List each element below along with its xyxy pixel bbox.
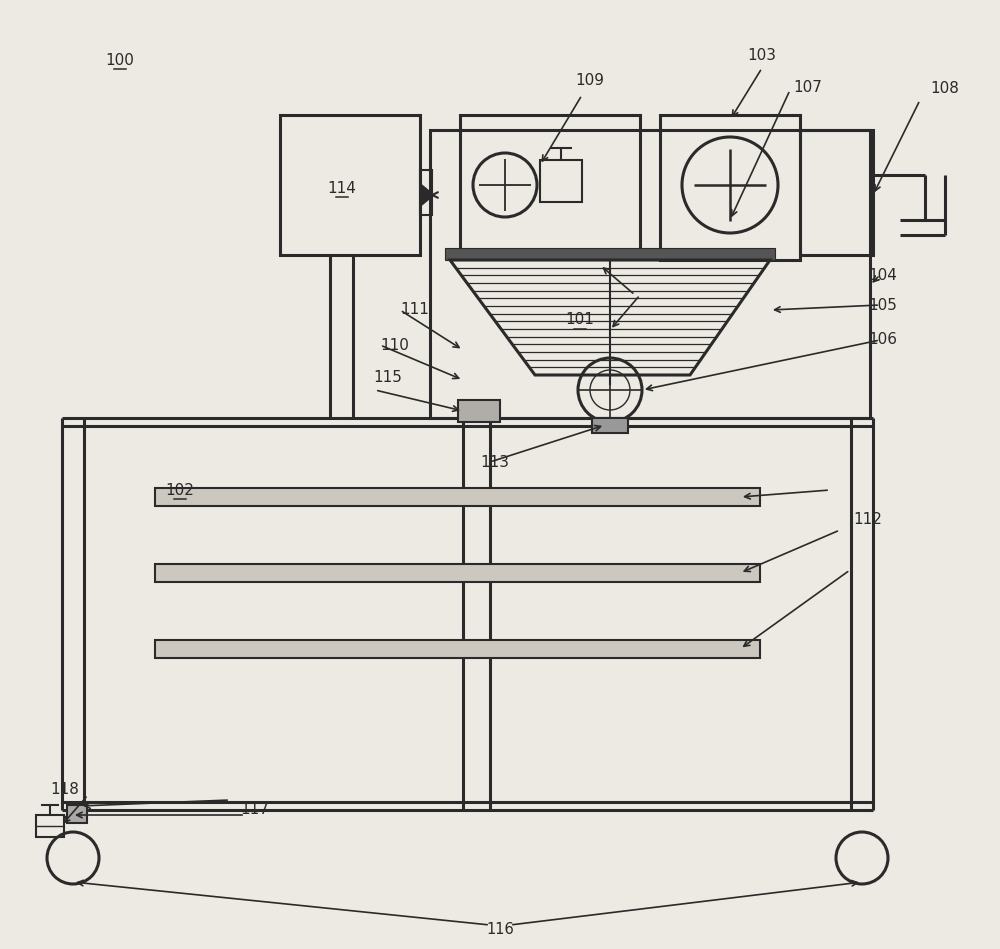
Text: 107: 107 — [794, 80, 822, 95]
Text: 111: 111 — [401, 303, 429, 318]
Text: 115: 115 — [374, 370, 402, 385]
Bar — [458, 400, 500, 422]
Text: 112: 112 — [854, 512, 882, 528]
Text: 103: 103 — [748, 47, 776, 63]
Text: 110: 110 — [381, 338, 409, 352]
Bar — [36, 815, 64, 837]
Bar — [155, 640, 760, 658]
Text: 118: 118 — [51, 783, 79, 797]
Text: 117: 117 — [241, 803, 269, 817]
Text: 100: 100 — [106, 52, 134, 67]
Text: 114: 114 — [328, 180, 356, 195]
Bar — [460, 115, 640, 250]
Text: 102: 102 — [166, 482, 194, 497]
Text: 113: 113 — [480, 455, 510, 470]
Polygon shape — [422, 185, 434, 205]
Bar — [67, 805, 87, 823]
Bar — [430, 130, 870, 418]
Text: 109: 109 — [576, 72, 604, 87]
Text: 104: 104 — [869, 268, 897, 283]
Bar — [660, 115, 800, 260]
Text: 108: 108 — [931, 81, 959, 96]
Text: 105: 105 — [869, 297, 897, 312]
Bar — [800, 130, 873, 255]
Bar — [592, 418, 628, 433]
Bar — [420, 170, 432, 215]
Text: 106: 106 — [868, 332, 898, 347]
Text: 101: 101 — [566, 312, 594, 327]
Bar — [540, 160, 582, 202]
Bar — [155, 564, 760, 582]
Bar — [155, 488, 760, 506]
Bar — [445, 248, 775, 260]
Bar — [280, 115, 420, 255]
Text: 116: 116 — [486, 922, 514, 938]
